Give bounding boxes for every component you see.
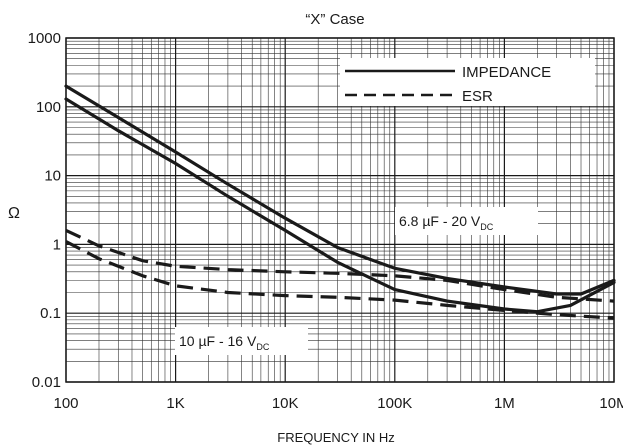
y-axis-label: Ω bbox=[8, 205, 20, 222]
annotation-10uF-main: 10 µF - 16 V bbox=[179, 333, 257, 349]
y-tick-label: 10 bbox=[44, 168, 61, 185]
impedance-curve-6p8uF bbox=[64, 84, 616, 296]
x-tick-label: 100 bbox=[53, 395, 78, 412]
axis-ticks: 100 1K 10K 100K 1M 10M 0.01 0.1 1 10 100 1000 bbox=[28, 30, 623, 412]
x-axis-label: FREQUENCY IN Hz bbox=[277, 430, 395, 445]
x-tick-label: 10K bbox=[272, 395, 299, 412]
series-group bbox=[64, 84, 616, 320]
annotation-10uF: 10 µF - 16 VDC bbox=[175, 327, 308, 355]
x-tick-label: 10M bbox=[599, 395, 623, 412]
grid bbox=[65, 37, 615, 383]
legend-label-esr: ESR bbox=[462, 88, 493, 105]
y-tick-label: 0.1 bbox=[40, 305, 61, 322]
annotation-6p8uF-box bbox=[395, 207, 538, 235]
legend-box bbox=[340, 58, 595, 106]
chart-title: “X” Case bbox=[305, 11, 364, 28]
legend: IMPEDANCE ESR bbox=[340, 58, 595, 106]
annotation-6p8uF: 6.8 µF - 20 VDC bbox=[395, 207, 538, 235]
y-tick-label: 1 bbox=[53, 236, 61, 253]
annotation-6p8uF-text: 6.8 µF - 20 VDC bbox=[399, 213, 494, 232]
y-tick-label: 100 bbox=[36, 99, 61, 116]
y-tick-label: 1000 bbox=[28, 30, 61, 47]
x-tick-label: 1M bbox=[494, 395, 515, 412]
y-tick-label: 0.01 bbox=[32, 374, 61, 391]
x-tick-label: 1K bbox=[166, 395, 184, 412]
annotation-10uF-sub: DC bbox=[256, 342, 269, 352]
impedance-curve-10uF bbox=[64, 97, 616, 314]
annotation-10uF-box bbox=[175, 327, 308, 355]
esr-curve-6p8uF bbox=[65, 228, 615, 303]
legend-label-impedance: IMPEDANCE bbox=[462, 64, 551, 81]
esr-curve-10uF bbox=[65, 240, 615, 320]
x-tick-label: 100K bbox=[377, 395, 412, 412]
annotation-10uF-text: 10 µF - 16 VDC bbox=[179, 333, 270, 352]
annotation-6p8uF-sub: DC bbox=[480, 222, 493, 232]
annotation-6p8uF-main: 6.8 µF - 20 V bbox=[399, 213, 481, 229]
